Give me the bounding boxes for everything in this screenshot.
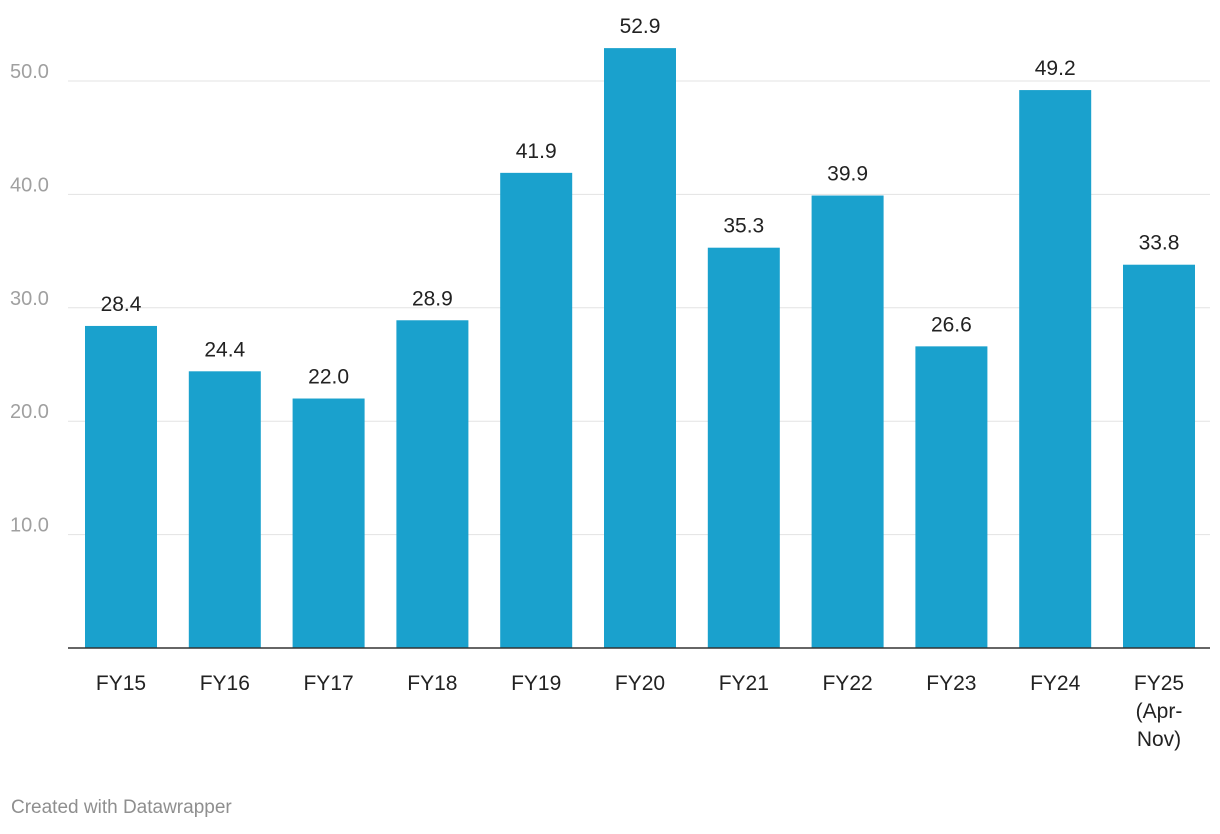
x-tick-label: FY21 bbox=[719, 672, 769, 695]
bar bbox=[500, 172, 573, 648]
value-labels: 28.4 24.4 22.0 28.9 41.9 52.9 35.3 39.9 26.6 49.2… bbox=[101, 15, 1180, 388]
data-label: 49.2 bbox=[1035, 57, 1076, 80]
bar bbox=[188, 371, 261, 648]
y-tick-label: 10.0 bbox=[10, 515, 49, 537]
data-label: 41.9 bbox=[516, 140, 557, 163]
bar-chart: 10.0 20.0 30.0 40.0 50.0 28.4 24.4 22.0 28.9 41.… bbox=[10, 15, 1210, 751]
bar bbox=[396, 320, 469, 648]
data-label: 28.4 bbox=[101, 293, 142, 316]
x-tick-label: FY22 bbox=[822, 672, 872, 695]
x-tick-label: FY23 bbox=[926, 672, 976, 695]
y-tick-label: 40.0 bbox=[10, 174, 49, 196]
x-tick-label: FY19 bbox=[511, 672, 561, 695]
data-label: 52.9 bbox=[620, 15, 661, 38]
bar bbox=[85, 325, 157, 648]
x-axis: FY15 FY16 FY17 FY18 FY19 FY20 FY21 FY22 FY23 FY24… bbox=[68, 647, 1210, 751]
x-tick-label: FY16 bbox=[200, 672, 250, 695]
x-tick-label: FY25 (Apr-Nov) bbox=[1134, 672, 1184, 751]
bar bbox=[811, 195, 884, 648]
data-label: 33.8 bbox=[1139, 232, 1180, 255]
y-tick-label: 30.0 bbox=[10, 288, 49, 310]
bar bbox=[604, 48, 676, 648]
x-tick-label: FY24 bbox=[1030, 672, 1081, 695]
bar bbox=[1019, 90, 1092, 648]
bar bbox=[292, 398, 365, 648]
bars bbox=[85, 48, 1195, 648]
x-tick-label: FY15 bbox=[96, 672, 146, 695]
data-label: 28.9 bbox=[412, 287, 453, 310]
bar bbox=[707, 247, 780, 648]
x-tick-label: FY17 bbox=[303, 672, 353, 695]
data-label: 24.4 bbox=[204, 338, 245, 361]
bar bbox=[1123, 264, 1195, 648]
y-tick-label: 50.0 bbox=[10, 61, 49, 83]
x-tick-label: FY18 bbox=[407, 672, 457, 695]
data-label: 22.0 bbox=[308, 366, 349, 389]
data-label: 39.9 bbox=[827, 163, 868, 186]
x-tick-label: FY20 bbox=[615, 672, 665, 695]
bar bbox=[915, 346, 988, 648]
data-label: 35.3 bbox=[723, 215, 764, 238]
data-label: 26.6 bbox=[931, 313, 972, 336]
y-tick-label: 20.0 bbox=[10, 401, 49, 423]
datawrapper-credit: Created with Datawrapper bbox=[11, 797, 232, 818]
